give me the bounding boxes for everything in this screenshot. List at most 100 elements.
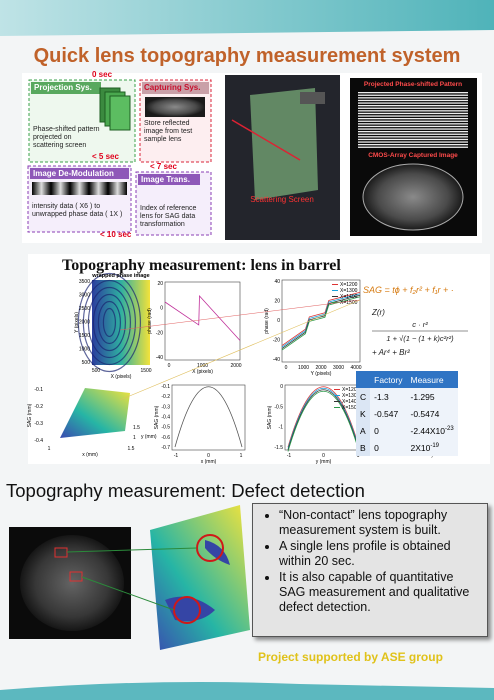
fringe-ring xyxy=(87,286,132,359)
plot-curve xyxy=(164,294,241,341)
time-label: < 7 sec xyxy=(150,162,177,171)
fringe-ring xyxy=(82,279,137,366)
legend-label: X=1400 xyxy=(342,399,360,405)
stripe xyxy=(358,99,468,102)
trans-header xyxy=(138,174,200,185)
y-tick-label: 0 xyxy=(160,306,163,312)
legend-label: X=1500 xyxy=(342,405,360,411)
measure-cell: -1.295 xyxy=(406,388,458,405)
box-text: Store reflected image from test sample l… xyxy=(144,120,193,143)
row-label: K xyxy=(356,405,371,422)
plot-curve xyxy=(287,390,360,452)
measure-exponent: -23 xyxy=(444,425,454,432)
bullet: “Non-contact” lens topography measuremen… xyxy=(279,508,479,538)
stripe xyxy=(358,102,468,104)
plot-curve xyxy=(174,386,243,448)
stripe xyxy=(358,141,468,143)
legend-label: X=1300 xyxy=(342,393,360,399)
y-tick-label: -0.2 xyxy=(34,404,43,410)
fringe-ring xyxy=(97,300,122,345)
x-tick-label: 0 xyxy=(168,363,171,369)
y-tick-label: 40 xyxy=(274,279,280,285)
section-title: Topography measurement: lens in barrel xyxy=(62,257,341,274)
y-tick-label: -0.2 xyxy=(161,394,170,400)
plot-curve xyxy=(281,293,361,348)
connector xyxy=(119,299,361,401)
x-tick-label: 1000 xyxy=(197,363,208,369)
fringe-ring xyxy=(102,307,117,338)
summary-list: “Non-contact” lens topography measuremen… xyxy=(263,508,479,615)
poster-title: Quick lens topography measurement system xyxy=(34,45,461,67)
legend-label: X=1200 xyxy=(340,282,358,288)
y-tick-label: -20 xyxy=(273,338,280,344)
x-axis-label: X (pixels) xyxy=(111,374,132,380)
plot-curve xyxy=(287,389,360,451)
z-axis-label: y (mm) xyxy=(141,434,157,440)
slides xyxy=(99,87,131,131)
x-tick-label: 1 xyxy=(357,453,360,459)
stripe xyxy=(358,133,468,135)
measure-exponent: -19 xyxy=(430,442,440,449)
y-tick-label: -0.5 xyxy=(161,425,170,431)
fringe-ring xyxy=(92,293,127,352)
x-tick-label: 1000 xyxy=(298,365,309,371)
section-title: Topography measurement: Defect detection xyxy=(6,480,365,501)
x-axis-label: x (mm) xyxy=(201,459,217,465)
capture-image xyxy=(145,97,205,117)
factory-cell: -1.3 xyxy=(370,388,407,405)
table-row: K -0.547 -0.5474 xyxy=(356,405,458,422)
formula-numerator: c · r² xyxy=(412,320,428,329)
captured-image xyxy=(362,163,464,231)
y-axis-label: SAG (mm) xyxy=(154,405,160,429)
plot-frame xyxy=(281,279,361,363)
row-label: A xyxy=(356,422,371,439)
coefficient-table: Factory Measure C -1.3 -1.295 K -0.547 -0.5474… xyxy=(356,371,458,456)
x-tick-label: 2000 xyxy=(230,363,241,369)
y-tick-label: -0.3 xyxy=(34,421,43,427)
stripe xyxy=(358,107,468,109)
time-label: < 10 sec xyxy=(100,230,132,239)
box-title: Image De-Modulation xyxy=(33,169,114,178)
y-tick-label: 3000 xyxy=(79,293,90,299)
header-cell xyxy=(356,371,371,388)
footer-text: Project supported by ASE group xyxy=(258,650,443,664)
x-tick-label: 1.5 xyxy=(128,446,135,452)
box-text: intensity data ( X6 ) to unwrapped phase… xyxy=(32,203,123,218)
x-tick-label: 0 xyxy=(285,365,288,371)
fringe-image xyxy=(32,182,127,195)
stripe xyxy=(358,94,468,96)
measure-base: -2.44X10 xyxy=(410,425,445,436)
screen xyxy=(250,88,318,200)
box-title: Projection Sys. xyxy=(34,83,92,92)
plot-curve xyxy=(287,387,360,449)
box-title: Image Trans. xyxy=(141,175,190,184)
bullet: It is also capable of quantitative SAG m… xyxy=(279,570,479,615)
x-tick-label: 0 xyxy=(322,453,325,459)
stripe xyxy=(358,136,468,138)
measure-cell: 2X10-19 xyxy=(406,439,458,456)
y-tick-label: 3500 xyxy=(79,279,90,285)
formula-lhs: Z(r) xyxy=(371,308,385,317)
stripe xyxy=(358,112,468,115)
factory-cell: 0 xyxy=(370,439,407,456)
defect-map xyxy=(150,505,250,650)
defect-feature xyxy=(205,540,230,565)
x-tick-label: 1 xyxy=(240,453,243,459)
time-label: < 5 sec xyxy=(92,152,119,161)
fringe-ring xyxy=(77,272,142,373)
y-tick-label: -0.1 xyxy=(161,384,170,390)
stripe xyxy=(358,138,468,141)
y-tick-label: 0 xyxy=(277,318,280,324)
x-tick-label: 4000 xyxy=(350,365,361,371)
plot-curve xyxy=(281,291,361,346)
stripe xyxy=(358,120,468,122)
x-tick-label: -1 xyxy=(174,453,179,459)
formula-denominator: 1 + √(1 − (1 + k)c²r²) xyxy=(386,334,454,343)
measure-base: 2X10 xyxy=(410,442,431,453)
y-tick-label: -0.7 xyxy=(161,445,170,451)
box-title: Capturing Sys. xyxy=(144,83,201,92)
stripe xyxy=(358,118,468,120)
y-tick-label: -0.3 xyxy=(161,404,170,410)
x-tick-label: 3000 xyxy=(333,365,344,371)
